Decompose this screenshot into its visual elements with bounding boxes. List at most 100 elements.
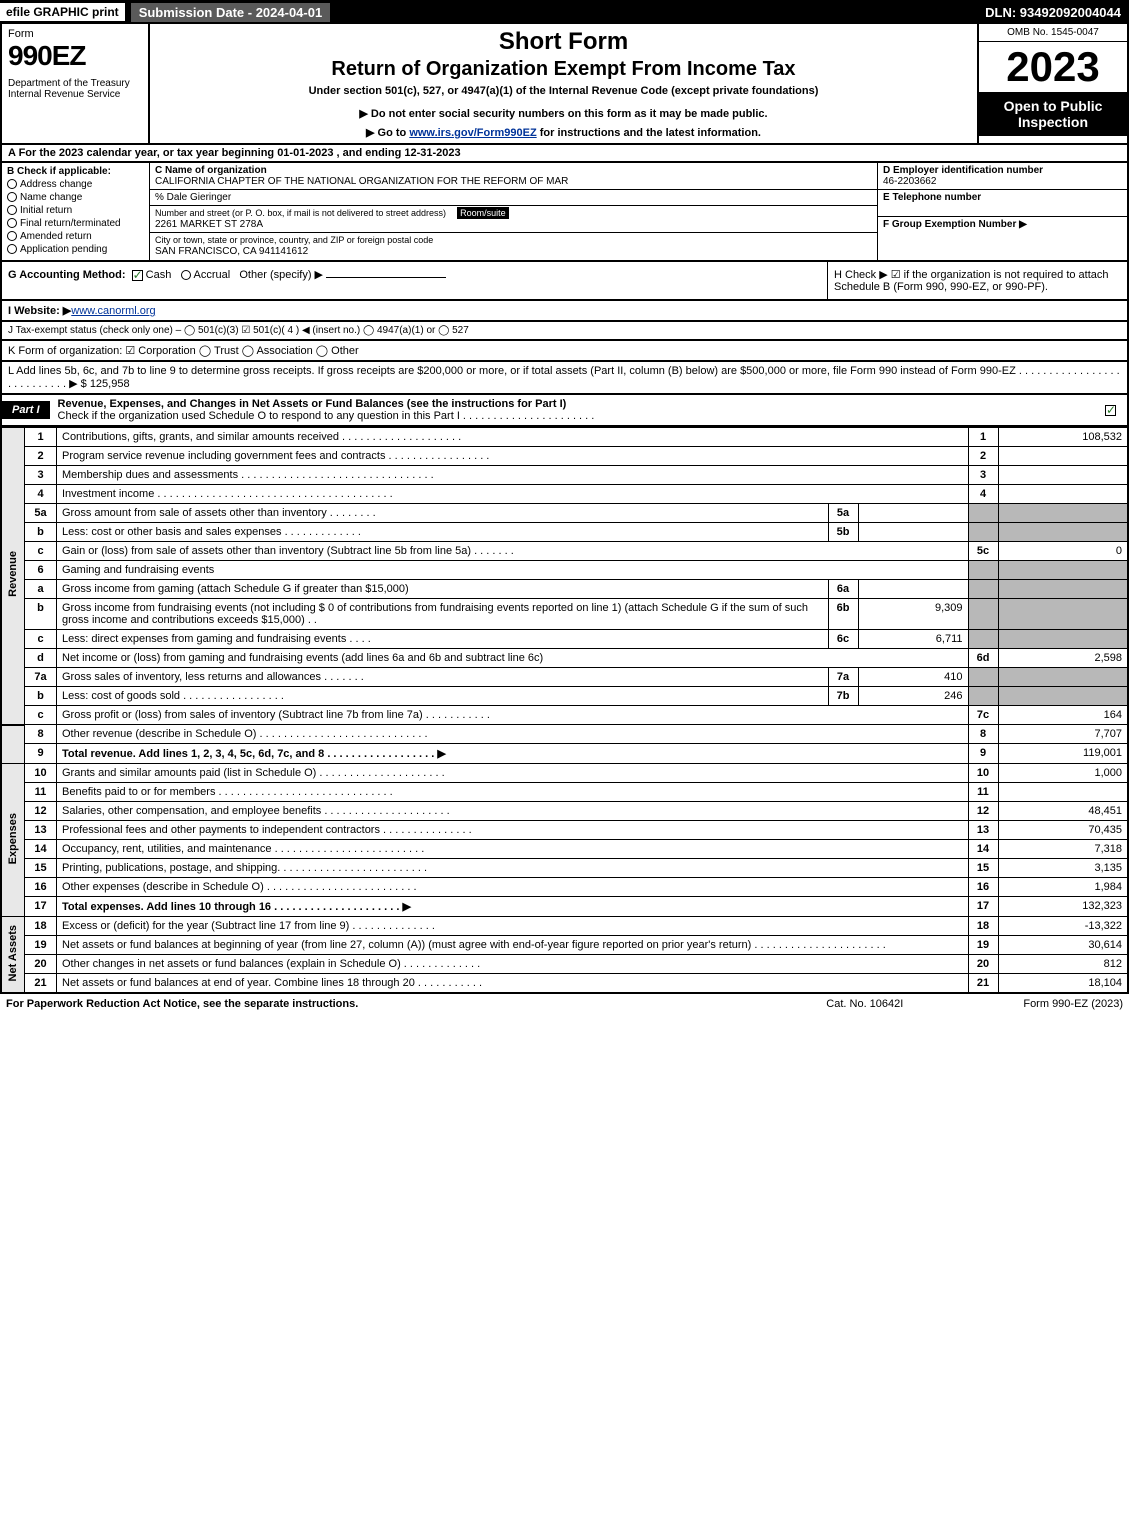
shaded-cell [968, 561, 998, 580]
street-value: 2261 MARKET ST 278A [155, 219, 263, 230]
line-desc: Gain or (loss) from sale of assets other… [57, 542, 969, 561]
part-1-tag: Part I [2, 401, 50, 419]
line-no: 9 [25, 744, 57, 764]
line-no: 12 [25, 802, 57, 821]
line-value: 18,104 [998, 974, 1128, 994]
line-desc: Professional fees and other payments to … [57, 821, 969, 840]
line-no: 20 [25, 955, 57, 974]
subline-label: 6b [828, 599, 858, 630]
return-title: Return of Organization Exempt From Incom… [156, 58, 971, 81]
line-right-label: 13 [968, 821, 998, 840]
row-i-website: I Website: ▶www.canorml.org [0, 301, 1129, 322]
line-desc: Net assets or fund balances at end of ye… [57, 974, 969, 994]
cash-checkbox[interactable] [132, 270, 143, 281]
accrual-radio[interactable] [181, 270, 191, 280]
line-no: 11 [25, 783, 57, 802]
line-no: b [25, 599, 57, 630]
line-no: 4 [25, 485, 57, 504]
subline-value: 6,711 [858, 630, 968, 649]
city-value: SAN FRANCISCO, CA 941141612 [155, 246, 308, 257]
submission-date: Submission Date - 2024-04-01 [131, 3, 331, 22]
opt-final-return[interactable]: Final return/terminated [7, 218, 144, 229]
line-desc: Program service revenue including govern… [57, 447, 969, 466]
line-value: 70,435 [998, 821, 1128, 840]
line-desc: Less: direct expenses from gaming and fu… [57, 630, 829, 649]
omb-number: OMB No. 1545-0047 [979, 24, 1127, 42]
part-1-schedule-o-check[interactable] [1097, 401, 1127, 419]
line-no: 17 [25, 897, 57, 917]
line-no: c [25, 542, 57, 561]
part-1-header: Part I Revenue, Expenses, and Changes in… [0, 395, 1129, 427]
efile-label[interactable]: efile GRAPHIC print [0, 3, 125, 21]
line-value [998, 466, 1128, 485]
irs-link[interactable]: www.irs.gov/Form990EZ [409, 127, 536, 139]
line-no: c [25, 706, 57, 725]
other-label: Other (specify) ▶ [239, 269, 323, 281]
subline-label: 7a [828, 668, 858, 687]
line-desc: Membership dues and assessments . . . . … [57, 466, 969, 485]
line-desc: Less: cost or other basis and sales expe… [57, 523, 829, 542]
line-right-label: 3 [968, 466, 998, 485]
line-no: d [25, 649, 57, 668]
shaded-cell [998, 687, 1128, 706]
line-desc: Gaming and fundraising events [57, 561, 969, 580]
opt-address-change[interactable]: Address change [7, 179, 144, 190]
line-right-label: 10 [968, 764, 998, 783]
line-value: 132,323 [998, 897, 1128, 917]
paperwork-notice: For Paperwork Reduction Act Notice, see … [6, 998, 358, 1010]
shaded-cell [998, 580, 1128, 599]
line-value: 1,000 [998, 764, 1128, 783]
line-value [998, 485, 1128, 504]
opt-initial-return[interactable]: Initial return [7, 205, 144, 216]
line-no: 13 [25, 821, 57, 840]
line-no: 19 [25, 936, 57, 955]
line-right-label: 12 [968, 802, 998, 821]
opt-name-change[interactable]: Name change [7, 192, 144, 203]
row-k-org-form: K Form of organization: ☑ Corporation ◯ … [0, 341, 1129, 362]
shaded-cell [998, 523, 1128, 542]
line-desc: Less: cost of goods sold . . . . . . . .… [57, 687, 829, 706]
subline-label: 5a [828, 504, 858, 523]
row-g-h: G Accounting Method: Cash Accrual Other … [0, 262, 1129, 301]
goto-pre: ▶ Go to [366, 127, 409, 139]
line-right-label: 14 [968, 840, 998, 859]
line-no: 14 [25, 840, 57, 859]
line-desc: Other changes in net assets or fund bala… [57, 955, 969, 974]
line-right-label: 19 [968, 936, 998, 955]
cash-label: Cash [146, 269, 172, 281]
line-right-label: 8 [968, 725, 998, 744]
goto-post: for instructions and the latest informat… [537, 127, 761, 139]
other-input[interactable] [326, 277, 446, 278]
website-link[interactable]: www.canorml.org [71, 305, 155, 317]
net-assets-tab: Net Assets [1, 917, 25, 994]
line-desc: Gross profit or (loss) from sales of inv… [57, 706, 969, 725]
subline-value: 9,309 [858, 599, 968, 630]
subline-value [858, 580, 968, 599]
row-l-gross-receipts: L Add lines 5b, 6c, and 7b to line 9 to … [0, 362, 1129, 395]
line-desc: Other revenue (describe in Schedule O) .… [57, 725, 969, 744]
line-right-label: 7c [968, 706, 998, 725]
line-no: 15 [25, 859, 57, 878]
under-section: Under section 501(c), 527, or 4947(a)(1)… [156, 85, 971, 97]
line-no: b [25, 687, 57, 706]
line-right-label: 1 [968, 428, 998, 447]
opt-amended-return[interactable]: Amended return [7, 231, 144, 242]
shaded-cell [968, 687, 998, 706]
row-a-text: A For the 2023 calendar year, or tax yea… [8, 147, 461, 159]
shaded-cell [968, 523, 998, 542]
opt-application-pending[interactable]: Application pending [7, 244, 144, 255]
line-no: 3 [25, 466, 57, 485]
org-name: CALIFORNIA CHAPTER OF THE NATIONAL ORGAN… [155, 176, 568, 187]
form-ref: Form 990-EZ (2023) [1023, 998, 1123, 1010]
care-of: % Dale Gieringer [155, 192, 231, 203]
section-d-e-f: D Employer identification number 46-2203… [877, 163, 1127, 260]
shaded-cell [998, 504, 1128, 523]
page-footer: For Paperwork Reduction Act Notice, see … [0, 994, 1129, 1014]
ssn-warning: ▶ Do not enter social security numbers o… [156, 107, 971, 120]
subline-label: 5b [828, 523, 858, 542]
line-right-label: 16 [968, 878, 998, 897]
line-right-label: 5c [968, 542, 998, 561]
line-value: 30,614 [998, 936, 1128, 955]
accounting-method: G Accounting Method: Cash Accrual Other … [2, 262, 827, 299]
line-desc: Gross sales of inventory, less returns a… [57, 668, 829, 687]
